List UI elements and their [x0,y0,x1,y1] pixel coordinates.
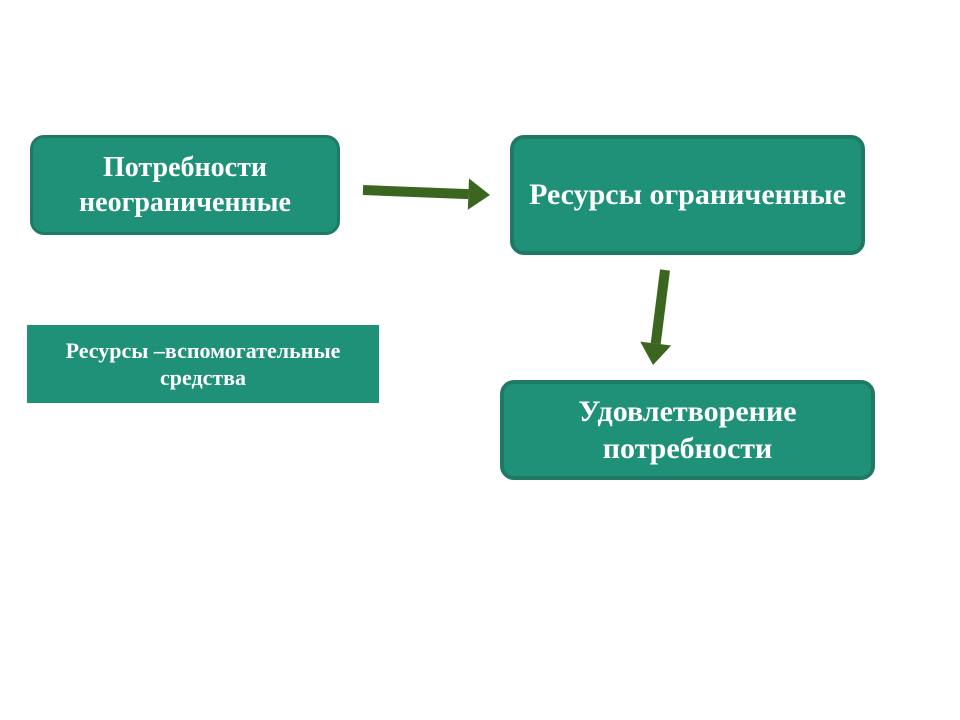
box-needs-unlimited: Потребности неограниченные [30,135,340,235]
box-definition: Ресурсы –вспомогательные средства [27,325,379,403]
box-resources-limited: Ресурсы ограниченные [510,135,865,255]
arrow-resources-to-satisfaction [623,240,695,395]
arrow-needs-to-resources [333,160,520,225]
box-satisfaction: Удовлетворение потребности [500,380,875,480]
